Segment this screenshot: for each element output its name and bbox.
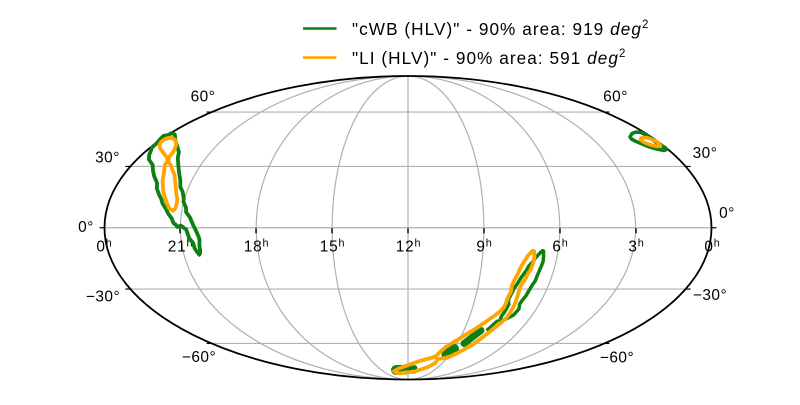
svg-text:30°: 30° bbox=[95, 149, 120, 166]
svg-text:−30°: −30° bbox=[86, 289, 120, 306]
svg-text:30°: 30° bbox=[693, 145, 718, 162]
svg-text:−60°: −60° bbox=[182, 349, 216, 366]
svg-text:−60°: −60° bbox=[600, 349, 634, 366]
svg-text:−30°: −30° bbox=[693, 287, 727, 304]
svg-text:0°: 0° bbox=[719, 205, 735, 222]
svg-text:"LI (HLV)" - 90% area: 591 deg: "LI (HLV)" - 90% area: 591 deg2 bbox=[352, 48, 626, 68]
svg-text:60°: 60° bbox=[603, 88, 628, 105]
svg-text:0°: 0° bbox=[78, 219, 94, 236]
svg-text:60°: 60° bbox=[191, 88, 216, 105]
svg-text:"cWB (HLV)" - 90% area: 919 de: "cWB (HLV)" - 90% area: 919 deg2 bbox=[352, 19, 649, 39]
